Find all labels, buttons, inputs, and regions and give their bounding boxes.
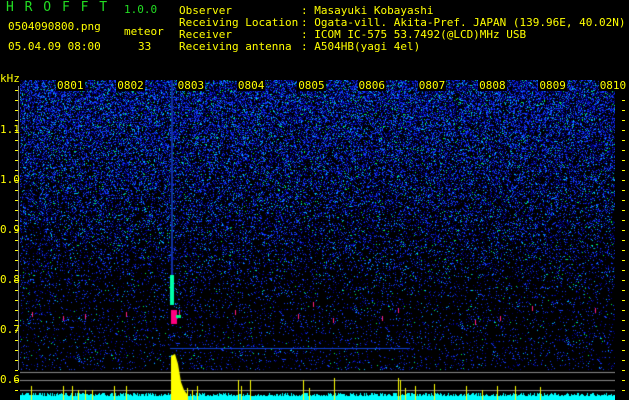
x-tick-label: 0804 xyxy=(236,79,266,92)
y-tick-label: 0.9 xyxy=(0,223,20,236)
meteor-count: 33 xyxy=(138,40,152,53)
info-value: : ICOM IC-575 53.7492(@LCD)MHz USB xyxy=(301,28,527,41)
datetime: 05.04.09 08:00 xyxy=(8,40,101,53)
spectrogram xyxy=(20,80,615,400)
info-label: Receiver xyxy=(179,28,232,41)
x-tick-label: 0806 xyxy=(357,79,386,92)
version: 1.0.0 xyxy=(124,3,158,16)
info-label: Observer xyxy=(179,4,232,17)
info-label: Receiving Location xyxy=(179,16,299,29)
x-tick-label: 0805 xyxy=(297,79,326,92)
filename: 0504090800.png xyxy=(8,20,101,33)
y-axis-label: kHz xyxy=(0,72,20,85)
x-tick-label: 0808 xyxy=(478,79,507,92)
y-tick-label: 0.6 xyxy=(0,373,20,386)
info-value: : A504HB(yagi 4el) xyxy=(301,40,421,53)
x-tick-label: 0803 xyxy=(176,79,206,92)
x-tick-label: 0807 xyxy=(417,79,447,92)
y-tick-label: 1.0 xyxy=(0,173,20,186)
info-value: : Ogata-vill. Akita-Pref. JAPAN (139.96E… xyxy=(301,16,626,29)
meteor-label: meteor xyxy=(124,25,164,38)
y-tick-label: 0.7 xyxy=(0,323,20,336)
info-label: Receiving antenna xyxy=(179,40,292,53)
x-tick-label: 0802 xyxy=(116,79,145,92)
app-title: H R O F F T xyxy=(6,0,109,15)
y-tick-label: 0.8 xyxy=(0,273,20,286)
x-tick-label: 0809 xyxy=(538,79,567,92)
y-tick-label: 1.1 xyxy=(0,123,20,136)
info-value: : Masayuki Kobayashi xyxy=(301,4,434,17)
x-tick-label: 0810 xyxy=(598,79,628,92)
x-tick-label: 0801 xyxy=(56,79,85,92)
